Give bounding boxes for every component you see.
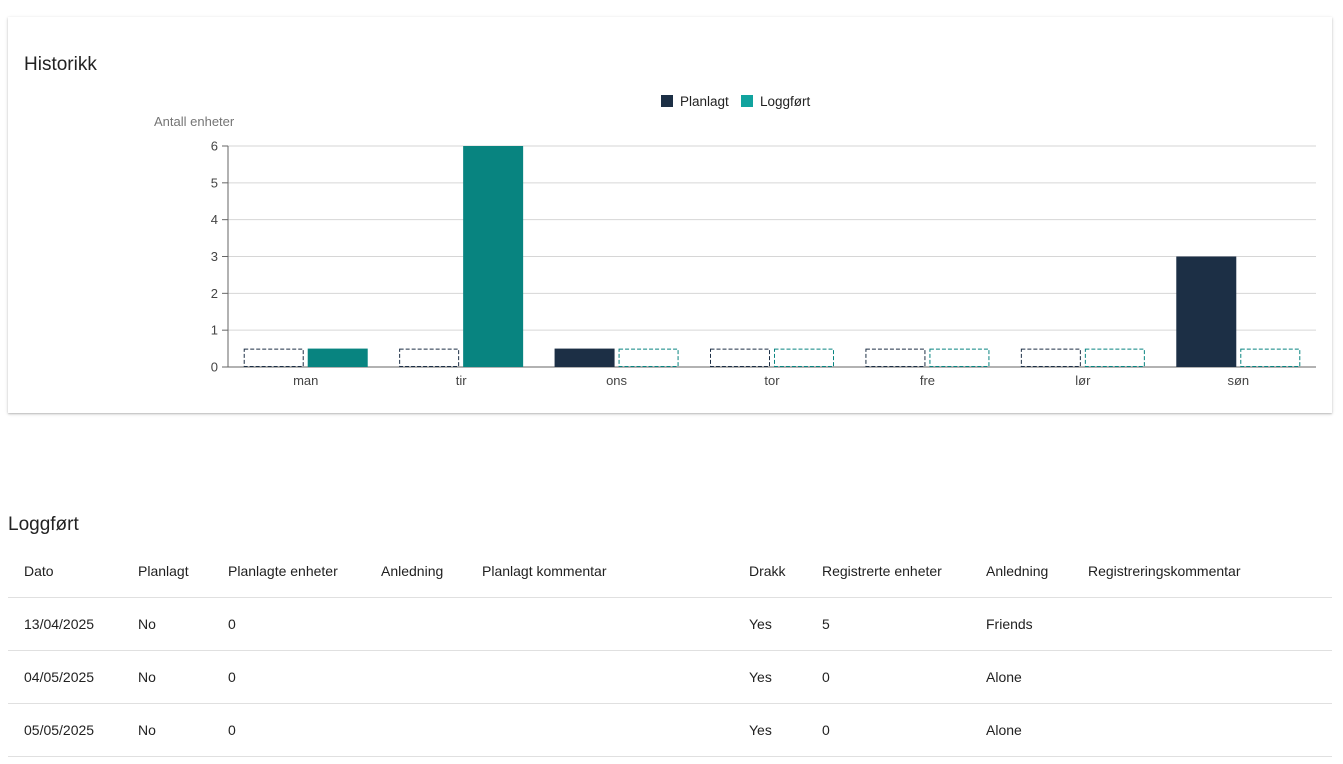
table-cell: 0 [212, 703, 365, 757]
table-cell: 0 [212, 650, 365, 704]
x-tick-label: lør [1075, 373, 1091, 388]
history-chart: Antall enheter 0 1 2 3 4 5 6 man tir ons tor fre lør s… [154, 94, 1316, 388]
y-tick-label: 4 [211, 212, 218, 227]
x-tick-label: tir [456, 373, 468, 388]
column-header: Planlagte enheter [212, 544, 365, 598]
column-header: Anledning [365, 544, 466, 598]
table-row: 05/05/2025 No 0 Yes 0 Alone [8, 703, 1332, 757]
bar-planlagt [1176, 256, 1237, 367]
table-cell [466, 703, 733, 757]
log-header-row: Dato Planlagt Planlagte enheter Anledning Pl… [8, 544, 1332, 598]
bar-empty-planlagt [1020, 348, 1081, 368]
table-cell: Alone [970, 703, 1072, 757]
table-cell [466, 650, 733, 704]
table-cell [466, 597, 733, 651]
bar-empty-planlagt [710, 348, 770, 368]
table-cell [365, 597, 466, 651]
x-tick-label: fre [920, 373, 935, 388]
legend-swatch [661, 95, 673, 107]
table-cell: No [122, 650, 212, 704]
table-cell: 0 [212, 597, 365, 651]
y-tick-label: 5 [211, 175, 218, 190]
table-cell [365, 650, 466, 704]
table-cell [1072, 597, 1332, 651]
bar-empty-planlagt [399, 348, 460, 368]
bar-empty-loggført [929, 348, 990, 368]
x-tick-label: ons [606, 373, 627, 388]
y-axis-label: Antall enheter [154, 114, 235, 129]
column-header: Planlagt kommentar [466, 544, 733, 598]
table-cell [365, 703, 466, 757]
y-tick-label: 6 [211, 139, 218, 154]
legend-swatch [741, 95, 753, 107]
column-header: Registrerte enheter [806, 544, 970, 598]
table-row: 13/04/2025 No 0 Yes 5 Friends [8, 597, 1332, 651]
table-cell: 05/05/2025 [8, 703, 122, 757]
table-row: 04/05/2025 No 0 Yes 0 Alone [8, 650, 1332, 704]
table-cell [1072, 703, 1332, 757]
bar-empty-loggført [618, 348, 679, 368]
table-cell: Yes [733, 650, 806, 704]
table-cell: No [122, 597, 212, 651]
table-cell: 13/04/2025 [8, 597, 122, 651]
log-title: Loggført [8, 514, 79, 535]
column-header: Anledning [970, 544, 1072, 598]
bar-empty-loggført [1240, 348, 1301, 368]
legend-label: Loggført [760, 94, 811, 109]
column-header: Planlagt [122, 544, 212, 598]
x-tick-label: søn [1227, 373, 1249, 388]
column-header: Drakk [733, 544, 806, 598]
x-tick-label: man [293, 373, 318, 388]
bar-empty-loggført [774, 348, 834, 368]
y-tick-label: 1 [211, 323, 218, 338]
table-cell: Alone [970, 650, 1072, 704]
legend-label: Planlagt [680, 94, 729, 109]
bar-empty-planlagt [865, 348, 926, 368]
column-header: Registreringskommentar [1072, 544, 1332, 598]
table-cell: Yes [733, 703, 806, 757]
log-table: Dato Planlagt Planlagte enheter Anledning Pl… [8, 544, 1332, 757]
bar-planlagt [554, 348, 615, 367]
table-cell: 0 [806, 650, 970, 704]
table-cell: 5 [806, 597, 970, 651]
table-cell: Yes [733, 597, 806, 651]
table-cell: 0 [806, 703, 970, 757]
history-title: Historikk [24, 54, 97, 75]
bar-empty-loggført [1084, 348, 1145, 368]
bar-empty-planlagt [243, 348, 304, 368]
table-cell: No [122, 703, 212, 757]
bar-loggført [463, 146, 524, 367]
table-cell: 04/05/2025 [8, 650, 122, 704]
history-card: Historikk [8, 17, 1332, 413]
column-header: Dato [8, 544, 122, 598]
table-cell: Friends [970, 597, 1072, 651]
y-tick-label: 3 [211, 249, 218, 264]
table-cell [1072, 650, 1332, 704]
y-tick-label: 0 [211, 360, 218, 375]
x-tick-label: tor [764, 373, 780, 388]
bar-loggført [307, 348, 368, 367]
y-tick-label: 2 [211, 286, 218, 301]
